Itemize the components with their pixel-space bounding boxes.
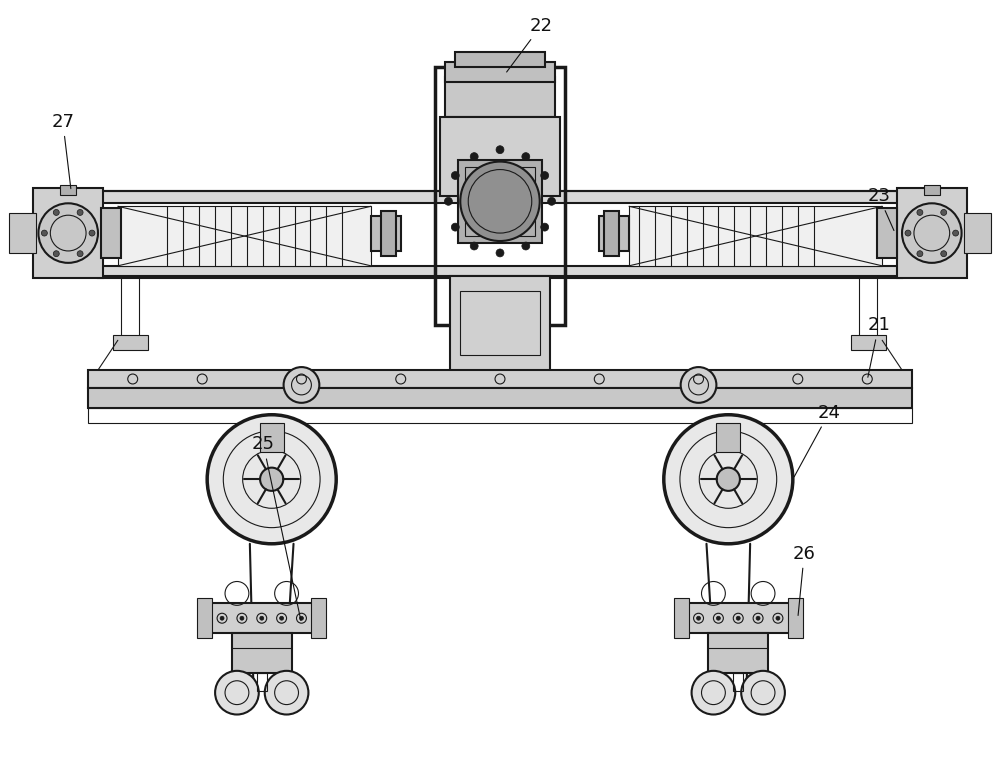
Circle shape xyxy=(89,230,95,236)
Bar xyxy=(859,276,877,341)
Bar xyxy=(897,188,967,278)
Bar xyxy=(121,276,139,341)
Circle shape xyxy=(207,415,336,544)
Circle shape xyxy=(460,161,540,241)
Bar xyxy=(455,52,545,67)
Bar xyxy=(465,167,535,236)
Text: 26: 26 xyxy=(793,545,816,615)
Circle shape xyxy=(53,251,59,257)
Bar xyxy=(257,673,267,690)
Circle shape xyxy=(717,468,740,491)
Bar xyxy=(98,192,902,276)
Circle shape xyxy=(470,242,478,250)
Bar xyxy=(33,188,103,278)
Bar xyxy=(9,213,36,253)
Text: 25: 25 xyxy=(252,435,301,621)
Circle shape xyxy=(215,671,259,715)
Text: 22: 22 xyxy=(507,17,553,72)
Circle shape xyxy=(902,204,962,263)
Circle shape xyxy=(917,251,923,257)
Bar xyxy=(440,117,560,196)
Circle shape xyxy=(53,210,59,216)
Circle shape xyxy=(905,230,911,236)
Bar xyxy=(708,633,768,673)
Bar xyxy=(98,192,902,204)
Bar xyxy=(445,62,555,83)
Circle shape xyxy=(41,230,47,236)
Bar xyxy=(445,77,555,117)
Bar xyxy=(381,211,396,256)
Bar xyxy=(88,370,912,388)
Bar xyxy=(674,598,689,638)
Bar xyxy=(232,633,292,673)
Circle shape xyxy=(496,145,504,154)
Bar xyxy=(88,388,912,408)
Bar xyxy=(113,335,148,350)
Circle shape xyxy=(240,616,244,620)
Circle shape xyxy=(260,616,264,620)
Bar xyxy=(733,673,743,690)
Circle shape xyxy=(38,204,98,263)
Bar xyxy=(197,598,212,638)
Text: 27: 27 xyxy=(51,113,74,188)
Bar xyxy=(599,217,629,251)
Circle shape xyxy=(917,210,923,216)
Bar xyxy=(851,335,886,350)
Circle shape xyxy=(541,223,549,231)
Circle shape xyxy=(548,198,556,205)
Circle shape xyxy=(470,153,478,160)
Circle shape xyxy=(451,223,459,231)
Bar xyxy=(924,185,940,195)
Circle shape xyxy=(741,671,785,715)
Bar xyxy=(679,603,798,633)
Circle shape xyxy=(522,153,530,160)
Circle shape xyxy=(77,210,83,216)
Circle shape xyxy=(941,251,947,257)
Bar xyxy=(458,160,542,243)
Circle shape xyxy=(941,210,947,216)
Circle shape xyxy=(681,367,716,403)
Bar xyxy=(60,185,76,195)
Text: 24: 24 xyxy=(794,403,841,477)
Bar xyxy=(311,598,326,638)
Circle shape xyxy=(522,242,530,250)
Circle shape xyxy=(541,172,549,179)
Circle shape xyxy=(716,616,720,620)
Circle shape xyxy=(776,616,780,620)
Bar xyxy=(604,211,619,256)
Bar xyxy=(716,422,740,453)
Circle shape xyxy=(692,671,735,715)
Bar xyxy=(260,422,284,453)
Bar xyxy=(788,598,803,638)
Circle shape xyxy=(736,616,740,620)
Circle shape xyxy=(220,616,224,620)
Bar xyxy=(877,208,897,258)
Text: 21: 21 xyxy=(867,316,890,377)
Circle shape xyxy=(664,415,793,544)
Bar xyxy=(450,276,550,385)
Bar xyxy=(964,213,991,253)
Circle shape xyxy=(265,671,308,715)
Circle shape xyxy=(496,249,504,257)
Circle shape xyxy=(77,251,83,257)
Circle shape xyxy=(280,616,284,620)
Bar xyxy=(101,208,121,258)
Circle shape xyxy=(444,198,452,205)
Bar xyxy=(98,266,902,278)
Bar xyxy=(88,408,912,422)
Circle shape xyxy=(697,616,701,620)
Circle shape xyxy=(284,367,319,403)
Bar xyxy=(202,603,321,633)
Circle shape xyxy=(451,172,459,179)
Text: 23: 23 xyxy=(867,187,894,231)
Bar xyxy=(629,206,882,266)
Bar xyxy=(118,206,371,266)
Bar xyxy=(371,217,401,251)
Circle shape xyxy=(260,468,283,491)
Circle shape xyxy=(299,616,303,620)
Bar xyxy=(435,67,565,326)
Bar xyxy=(460,291,540,355)
Circle shape xyxy=(953,230,959,236)
Circle shape xyxy=(756,616,760,620)
